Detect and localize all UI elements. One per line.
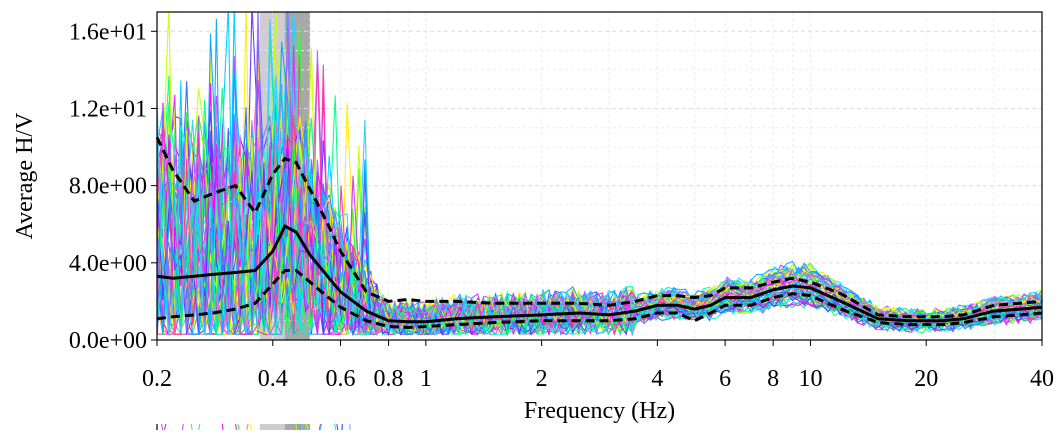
y-axis-ticks: 0.0e+00 4.0e+00 8.0e+00 1.2e+01 1.6e+01 [69, 19, 157, 354]
lower-window-trace [335, 424, 336, 430]
lower-window-trace [236, 424, 237, 430]
x-axis-title: Frequency (Hz) [524, 398, 675, 424]
x-tick-label: 0.6 [326, 366, 356, 392]
y-tick-label: 1.2e+01 [69, 96, 147, 122]
x-tick-label: 40 [1030, 366, 1054, 392]
x-tick-label: 1 [420, 366, 432, 392]
lower-window-trace [162, 424, 163, 430]
x-tick-label: 10 [798, 366, 822, 392]
x-tick-label: 0.4 [258, 366, 288, 392]
lower-window-trace [222, 424, 223, 430]
lower-window-trace [182, 424, 183, 430]
lower-window-trace [191, 424, 192, 430]
y-tick-label: 0.0e+00 [69, 328, 147, 354]
lower-window-trace [250, 424, 251, 430]
x-tick-label: 0.8 [374, 366, 404, 392]
lower-window-trace [300, 424, 301, 430]
y-tick-label: 1.6e+01 [69, 19, 147, 45]
x-tick-label: 2 [536, 366, 548, 392]
lower-window-trace [199, 424, 200, 430]
y-tick-label: 4.0e+00 [69, 251, 147, 277]
lower-window-trace [238, 424, 239, 430]
window-curves [157, 6, 1042, 334]
x-tick-label: 20 [914, 366, 938, 392]
lower-window-trace [164, 424, 166, 430]
lower-panel-strip [157, 424, 350, 430]
x-tick-label: 4 [651, 366, 663, 392]
x-tick-label: 6 [719, 366, 731, 392]
x-tick-label: 0.2 [142, 366, 172, 392]
lower-window-trace [337, 424, 338, 430]
lower-window-trace [247, 424, 248, 430]
x-axis-ticks: 0.2 0.4 0.6 0.8 1 2 4 6 8 10 20 40 [142, 340, 1054, 392]
y-tick-label: 8.0e+00 [69, 174, 147, 200]
y-axis-title: Average H/V [12, 112, 38, 240]
x-tick-label: 8 [767, 366, 779, 392]
